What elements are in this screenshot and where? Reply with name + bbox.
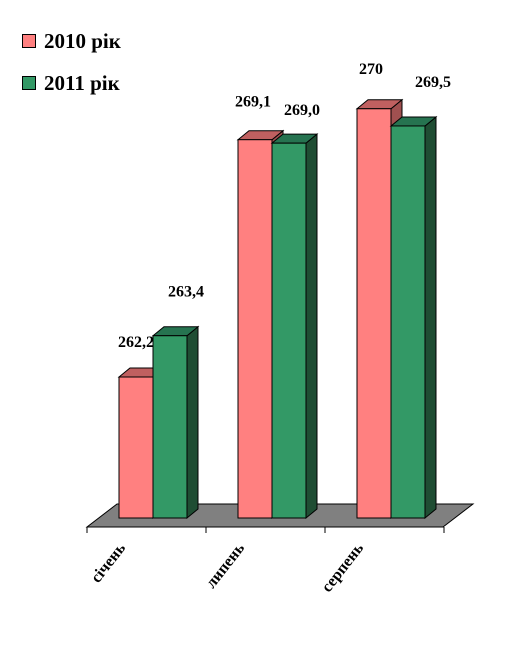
category-label: січень [88,540,130,587]
legend-label-2010: 2010 рік [44,28,121,53]
bar-2011-0 [151,325,200,520]
legend-item-2010: 2010 рік [22,28,121,53]
bar-front-face [356,108,392,519]
data-label: 269,5 [415,74,451,91]
bar-front-face [152,335,188,519]
bar-2011-1 [270,133,319,520]
bar-front-face [118,376,154,519]
legend-swatch-2010 [22,34,36,48]
category-label: липень [203,540,249,592]
bar-2011-2 [389,115,438,520]
data-label: 270 [359,61,383,78]
bar-side-face [305,133,318,520]
bar-front-face [390,125,426,519]
legend-item-2011: 2011 рік [22,70,121,95]
chart-legend: 2010 рік 2011 рік [22,28,121,114]
data-label: 263,4 [168,284,204,301]
data-label: 262,2 [118,334,154,351]
data-label: 269,0 [284,102,320,119]
bar-side-face [424,115,437,520]
legend-label-2011: 2011 рік [44,70,120,95]
data-label: 269,1 [235,94,271,111]
bar-side-face [186,325,199,520]
bar-front-face [271,142,307,519]
category-label: серпень [318,540,367,596]
bar-front-face [237,139,273,519]
legend-swatch-2011 [22,76,36,90]
